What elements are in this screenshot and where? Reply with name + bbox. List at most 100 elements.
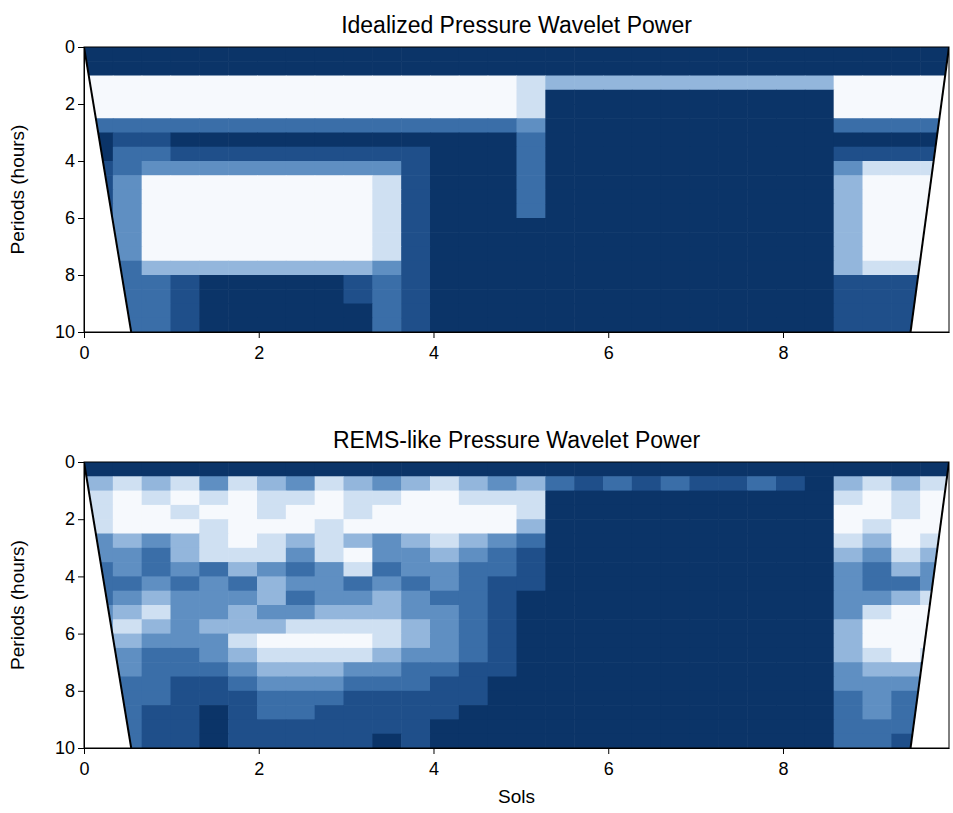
heat-cell [171, 691, 200, 706]
heat-cell [834, 90, 863, 105]
heat-cell [459, 90, 488, 105]
heat-cell [747, 605, 776, 620]
heat-cell [113, 133, 142, 148]
heat-cell [257, 261, 286, 276]
heat-cell [545, 562, 574, 577]
heat-cell [228, 519, 257, 534]
heat-cell [603, 104, 632, 119]
heat-cell [517, 204, 546, 219]
heat-cell [603, 261, 632, 276]
heat-cell [863, 648, 892, 663]
heat-cell [805, 161, 834, 176]
heat-cell [863, 476, 892, 491]
heat-cell [171, 505, 200, 520]
heat-cell [632, 705, 661, 720]
heat-cell [805, 190, 834, 205]
tick-label: 2 [254, 759, 264, 779]
heat-cell [488, 576, 517, 591]
heat-cell [199, 261, 228, 276]
heat-cell [891, 90, 920, 105]
heat-cell [603, 204, 632, 219]
heat-cell [776, 619, 805, 634]
heat-cell [257, 304, 286, 319]
heat-cell [834, 719, 863, 734]
tick-label: 6 [65, 624, 75, 644]
x-axis: 02468 [79, 332, 949, 363]
heat-cell [834, 161, 863, 176]
heat-cell [690, 118, 719, 133]
heat-cell [228, 734, 257, 748]
heat-cell [690, 133, 719, 148]
heat-cell [459, 648, 488, 663]
y-tick: 10 [55, 322, 84, 342]
heat-cell [430, 491, 459, 506]
heat-cell [488, 190, 517, 205]
heat-cell [171, 619, 200, 634]
heat-cell [372, 133, 401, 148]
heat-cell [228, 175, 257, 190]
heat-cell [171, 591, 200, 606]
heat-cell [603, 591, 632, 606]
heat-cell [776, 576, 805, 591]
heat-cell [113, 491, 142, 506]
heat-cell [603, 634, 632, 649]
heat-cell [113, 90, 142, 105]
heat-cell [372, 61, 401, 76]
heat-cell [372, 576, 401, 591]
heat-cell [545, 304, 574, 319]
heat-cell [574, 104, 603, 119]
heat-cell [199, 519, 228, 534]
heat-cell [574, 534, 603, 549]
heat-cell [920, 47, 949, 62]
heat-cell [199, 61, 228, 76]
heat-cell [228, 47, 257, 62]
tick-mark [78, 462, 84, 463]
heat-cell [805, 662, 834, 677]
heat-cell [401, 61, 430, 76]
heat-cell [863, 218, 892, 233]
panel: 024680246810Idealized Pressure Wavelet P… [7, 12, 950, 363]
heat-cell [776, 204, 805, 219]
heat-cell [661, 318, 690, 332]
heat-cell [401, 548, 430, 563]
heat-cell [776, 462, 805, 477]
heat-cell [603, 619, 632, 634]
cone-shade [84, 47, 131, 332]
heat-cell [891, 605, 920, 620]
heat-cell [747, 275, 776, 290]
heat-cell [142, 677, 171, 692]
heat-cell [372, 462, 401, 477]
heat-cell [545, 476, 574, 491]
heat-cell [632, 47, 661, 62]
heat-cell [834, 204, 863, 219]
plot-area [84, 47, 949, 332]
heat-cell [171, 719, 200, 734]
heat-cell [113, 175, 142, 190]
heat-cell [344, 90, 373, 105]
cone-of-influence [911, 47, 949, 332]
tick-label: 6 [65, 208, 75, 228]
heat-cell [459, 562, 488, 577]
heat-cell [142, 247, 171, 262]
heat-cell [344, 275, 373, 290]
heat-cell [834, 289, 863, 304]
heat-cell [372, 548, 401, 563]
heat-cell [401, 591, 430, 606]
heat-cell [747, 519, 776, 534]
heat-cell [574, 76, 603, 91]
heat-cell [315, 462, 344, 477]
heat-cell [142, 90, 171, 105]
heat-cell [315, 133, 344, 148]
heat-cell [430, 634, 459, 649]
heat-cell [718, 591, 747, 606]
heat-cell [430, 734, 459, 748]
heat-cell [776, 218, 805, 233]
heat-cell [776, 104, 805, 119]
y-tick: 4 [65, 567, 84, 587]
heat-cell [228, 677, 257, 692]
heat-cell [603, 648, 632, 663]
heat-cell [372, 76, 401, 91]
heat-cell [372, 204, 401, 219]
heat-cell [315, 591, 344, 606]
heat-cell [517, 289, 546, 304]
